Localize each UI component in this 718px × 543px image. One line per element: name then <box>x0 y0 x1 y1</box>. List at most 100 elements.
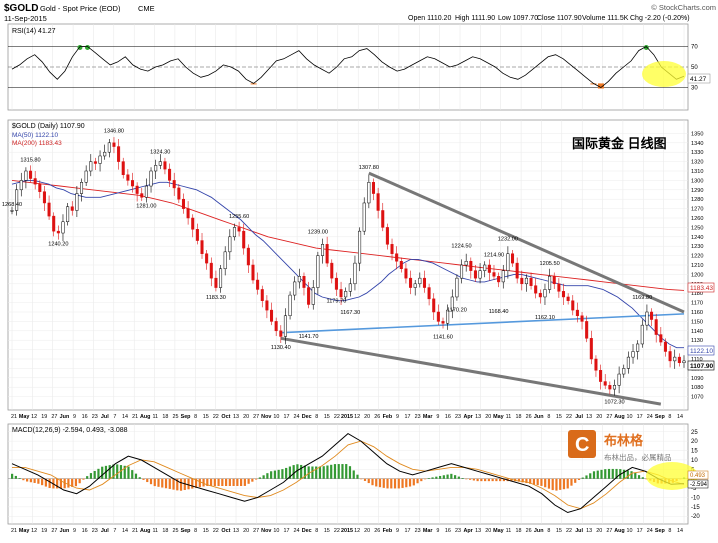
x-axis-label-price: 24 <box>294 414 300 420</box>
macd-histogram-bar <box>570 478 573 486</box>
macd-histogram-bar <box>360 478 363 480</box>
x-axis-label-macd: 23 <box>415 528 421 534</box>
x-axis-label-price: 16 <box>445 414 451 420</box>
x-axis-label-price: Jun <box>534 414 544 420</box>
macd-histogram-bar <box>255 478 258 480</box>
x-axis-label-price: 8 <box>194 414 197 420</box>
candle-body <box>358 230 362 264</box>
x-axis-label-macd: 23 <box>455 528 461 534</box>
macd-histogram-bar <box>138 477 141 479</box>
price-tick-label: 1220 <box>691 254 703 260</box>
macd-histogram-bar <box>544 478 547 488</box>
macd-histogram-bar <box>194 478 198 488</box>
price-tick-label: 1160 <box>691 310 703 316</box>
candle-body <box>599 370 603 382</box>
macd-histogram-bar <box>378 478 382 488</box>
price-tick-label: 1300 <box>691 178 703 184</box>
macd-histogram-bar <box>405 478 408 488</box>
x-axis-label-price: 15 <box>556 414 562 420</box>
candle-body <box>441 321 445 324</box>
candle-body <box>149 170 153 187</box>
source-label: © StockCharts.com <box>651 3 716 12</box>
macd-histogram-bar <box>108 465 111 479</box>
price-annotation: 1179.70 <box>327 298 347 304</box>
candle-body <box>121 161 125 176</box>
macd-histogram-bar <box>345 464 348 479</box>
candle-body <box>511 253 515 264</box>
candle-body <box>56 230 60 234</box>
macd-histogram-bar <box>469 478 472 480</box>
candle-body <box>478 270 482 279</box>
price-annotation: 1232.00 <box>498 236 518 242</box>
macd-histogram-bar <box>574 478 577 483</box>
x-axis-label-price: 17 <box>283 414 289 420</box>
price-annotation: 1141.70 <box>299 334 319 340</box>
macd-histogram-bar <box>416 478 419 484</box>
ohlc-volume: Volume 111.5K <box>582 15 629 22</box>
x-axis-label-price: 22 <box>213 414 219 420</box>
candle-body <box>376 193 380 211</box>
macd-histogram-bar <box>529 478 532 484</box>
candle-body <box>288 294 292 317</box>
x-axis-label-price: 17 <box>405 414 411 420</box>
macd-histogram-bar <box>191 478 194 489</box>
x-axis-label-price: Apr <box>463 414 473 420</box>
watermark-logo-box <box>568 430 596 458</box>
candle-body <box>307 287 311 305</box>
macd-histogram-bar <box>348 466 352 479</box>
macd-histogram-bar <box>408 478 412 487</box>
price-tick-label: 1260 <box>691 216 703 222</box>
macd-histogram-bar <box>525 478 528 484</box>
macd-histogram-bar <box>352 470 355 479</box>
macd-histogram-bar <box>123 465 126 479</box>
price-tick-label: 1070 <box>691 395 703 401</box>
candle-body <box>270 309 274 322</box>
trendline-support <box>280 313 685 334</box>
candle-body <box>446 309 450 324</box>
candle-body <box>626 356 630 369</box>
x-axis-label-price: 17 <box>637 414 643 420</box>
candle-body <box>70 206 74 211</box>
macd-histogram-bar <box>326 465 329 479</box>
candle-body <box>316 255 320 288</box>
x-axis-label-macd: 22 <box>334 528 340 534</box>
x-axis-label-price: 23 <box>455 414 461 420</box>
x-axis-label-price: 22 <box>566 414 572 420</box>
macd-histogram-bar <box>442 475 445 479</box>
x-axis-label-macd: 26 <box>526 528 532 534</box>
x-axis-label-price: 22 <box>334 414 340 420</box>
x-axis-label-macd: Sep <box>181 528 192 534</box>
macd-signal-line <box>12 440 685 510</box>
macd-histogram-bar <box>435 476 438 479</box>
last-price-tag-text: 1107.90 <box>690 363 714 370</box>
macd-histogram-bar <box>101 466 104 479</box>
x-axis-label-price: 27 <box>606 414 612 420</box>
price-tick-label: 1310 <box>691 169 703 175</box>
candle-body <box>344 291 348 298</box>
macd-histogram-bar <box>240 478 243 487</box>
candle-body <box>409 277 413 288</box>
exchange-label: CME <box>138 4 155 13</box>
macd-histogram-bar <box>251 478 254 482</box>
price-annotation: 1239.00 <box>308 230 328 236</box>
x-axis-label-price: May <box>493 414 504 420</box>
price-tick-label: 1170 <box>691 301 703 307</box>
macd-histogram-bar <box>273 470 276 479</box>
macd-histogram-bar <box>153 478 156 487</box>
macd-histogram-bar <box>626 470 629 479</box>
macd-histogram-bar <box>375 478 378 487</box>
candle-body <box>89 161 93 172</box>
price-tick-label: 1150 <box>691 319 703 325</box>
candle-body <box>126 174 130 181</box>
price-tick-label: 1080 <box>691 385 703 391</box>
watermark-slogan: 布林出品，必属精品 <box>604 452 672 462</box>
price-tick-label: 1270 <box>691 207 703 213</box>
price-tick-label: 1210 <box>691 263 703 269</box>
x-axis-label-macd: 2015 <box>341 528 353 534</box>
price-annotation: 1268.40 <box>2 202 22 208</box>
x-axis-label-macd: 14 <box>677 528 683 534</box>
x-axis-label-price: May <box>19 414 30 420</box>
macd-histogram-bar <box>461 478 464 479</box>
macd-histogram-bar <box>318 466 322 479</box>
